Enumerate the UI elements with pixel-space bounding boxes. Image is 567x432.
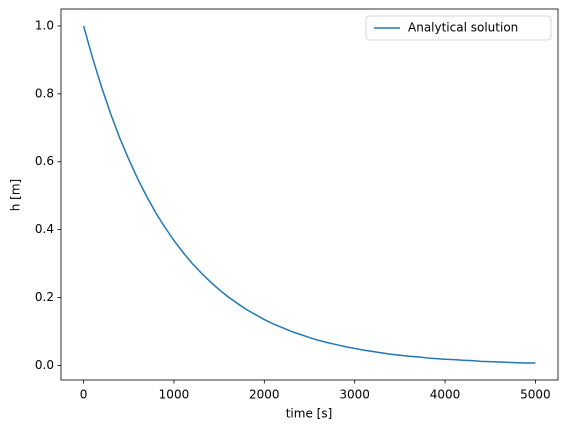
y-tick-label: 0.8 xyxy=(35,86,54,100)
x-tick-label: 2000 xyxy=(249,388,280,402)
legend-box xyxy=(365,15,552,41)
x-tick-label: 1000 xyxy=(159,388,190,402)
y-tick-label: 1.0 xyxy=(35,18,54,32)
y-axis-label: h [m] xyxy=(9,179,23,211)
x-axis-label: time [s] xyxy=(286,407,333,421)
x-tick-label: 4000 xyxy=(430,388,461,402)
y-tick-label: 0.6 xyxy=(35,154,54,168)
legend-label: Analytical solution xyxy=(408,21,518,35)
y-tick-label: 0.4 xyxy=(35,222,54,236)
y-tick-label: 0.0 xyxy=(35,358,54,372)
y-tick-label: 0.2 xyxy=(35,290,54,304)
x-tick-label: 0 xyxy=(80,388,88,402)
x-tick-label: 3000 xyxy=(339,388,370,402)
x-tick-label: 5000 xyxy=(520,388,551,402)
axes-frame xyxy=(60,8,559,381)
data-line xyxy=(82,25,536,364)
